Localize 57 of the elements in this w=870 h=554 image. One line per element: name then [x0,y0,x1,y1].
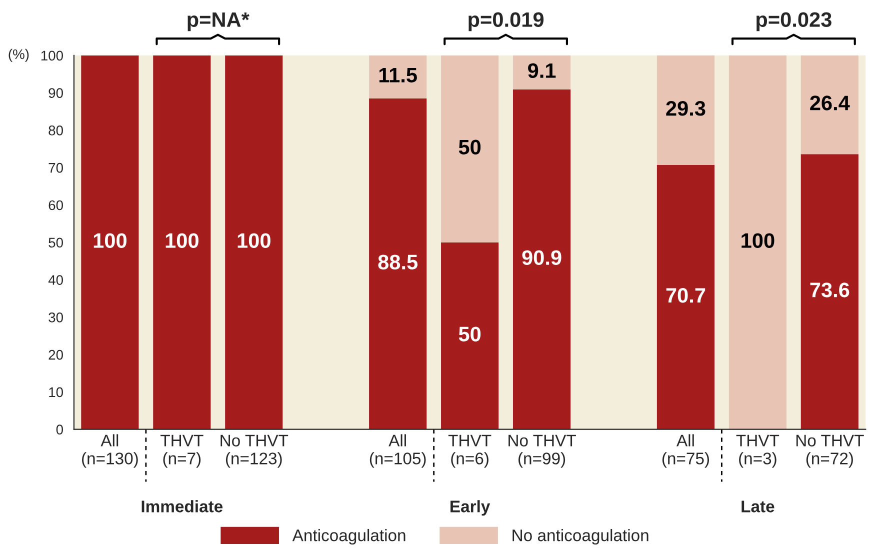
data-label: 100 [238,233,270,248]
text: p=NA* [188,12,250,32]
y-tick-label: 50 [48,238,63,248]
y-tick-label: 70 [48,162,63,173]
legend-label: No anticoagulation [512,529,648,545]
x-tick-label: No THVT (n=99) [508,434,576,468]
y-tick-label: 20 [48,350,63,360]
x-tick-label: THVT (n=7) [160,434,204,468]
x-tick-label: No THVT (n=123) [220,434,288,468]
bar [441,55,499,242]
data-label: 73.6 [810,282,850,298]
bar [369,98,427,430]
x-tick-label: No THVT (n=72) [796,434,864,468]
bar [656,164,715,430]
data-label: 100 [94,233,126,248]
data-label: 9.1 [528,63,556,78]
x-tick-label: All (n=75) [662,434,710,468]
data-label: 100 [166,233,198,248]
bar [512,55,571,90]
text: Late [742,500,774,512]
data-label: 50 [458,140,481,154]
data-label: 50 [458,326,481,342]
data-label: 26.4 [810,96,850,110]
text: p=0.019 [468,12,544,32]
data-label: 11.5 [379,68,417,82]
data-label: 100 [742,233,774,248]
y-tick-label: 10 [49,387,63,398]
y-tick-label: 100 [41,50,63,61]
y-tick-label: 0 [56,424,63,435]
x-tick-label: THVT (n=6) [448,434,492,468]
text: Immediate [142,500,223,512]
y-axis-title: (%) [8,48,29,62]
x-tick-label: All (n=105) [370,434,426,468]
data-label: 88.5 [378,254,418,270]
y-tick-label: 30 [48,312,63,322]
y-tick-label: 80 [48,126,63,136]
y-tick-label: 40 [48,275,63,285]
data-label: 70.7 [666,288,706,303]
bar [153,55,211,430]
bar [369,55,427,98]
bar [800,55,858,154]
text: Early [450,500,490,516]
bar [441,242,499,430]
data-label: 29.3 [666,101,706,116]
y-tick-label: 60 [48,200,63,210]
bar [728,55,786,430]
bar [656,55,715,165]
data-label: 90.9 [522,250,562,265]
bar [81,55,139,430]
text: p=0.023 [756,12,832,32]
legend-label: Anticoagulation [292,529,406,545]
bar [512,89,571,430]
x-tick-label: All (n=130) [82,434,138,468]
y-tick-label: 90 [48,88,63,98]
bar [225,55,283,430]
bar [800,154,858,430]
x-tick-label: THVT (n=3) [736,434,780,468]
